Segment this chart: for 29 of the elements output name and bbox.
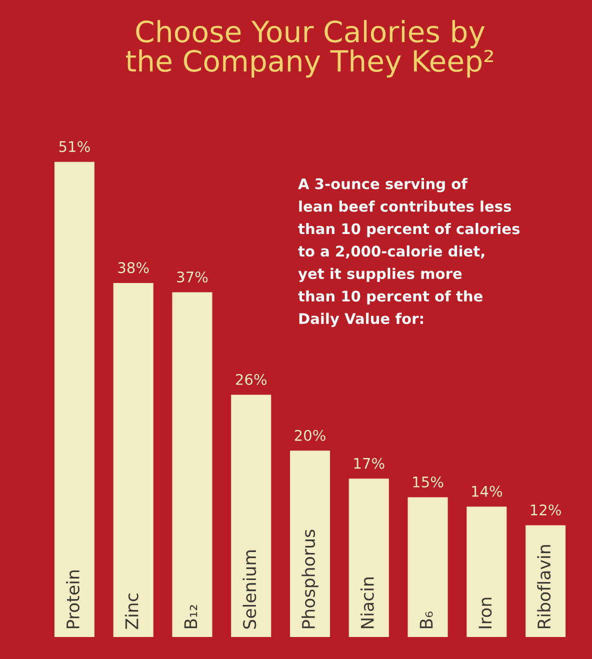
bar	[172, 292, 212, 637]
data-label: 38%	[118, 262, 149, 274]
data-label: 12%	[530, 504, 561, 516]
data-label: 37%	[177, 271, 208, 283]
x-tick-label: Niacin	[360, 578, 374, 628]
x-tick-label: Riboflavin	[537, 545, 551, 628]
x-tick-label: Protein	[66, 570, 80, 628]
x-tick-label: Zinc	[124, 594, 138, 630]
bar	[348, 478, 389, 637]
x-tick-label: Selenium	[242, 550, 256, 629]
bar	[290, 450, 330, 637]
x-tick-label: Iron	[478, 598, 492, 628]
x-tick-label: B₆	[420, 612, 433, 628]
bar	[54, 162, 94, 637]
bar	[408, 497, 448, 637]
data-label: 17%	[354, 458, 384, 469]
bar	[113, 282, 154, 637]
chart-title: Choose Your Calories by the Company They Keep²	[126, 20, 494, 78]
bar	[526, 525, 566, 637]
annotation: A 3-ounce serving of lean beef contributes less than 10 percent of calories to a 2,000-calorie diet, yet it supplies more than 10 percent of the Daily Value for:	[298, 178, 520, 328]
data-label: 15%	[413, 476, 444, 488]
bar	[231, 394, 272, 637]
data-label: 51%	[59, 141, 90, 152]
data-label: 26%	[236, 374, 267, 385]
data-label: 14%	[472, 486, 502, 497]
x-tick-label: Phosphorus	[302, 530, 318, 628]
x-tick-label: B₁₂	[184, 605, 198, 628]
bar	[466, 506, 507, 637]
data-label: 20%	[294, 430, 326, 441]
